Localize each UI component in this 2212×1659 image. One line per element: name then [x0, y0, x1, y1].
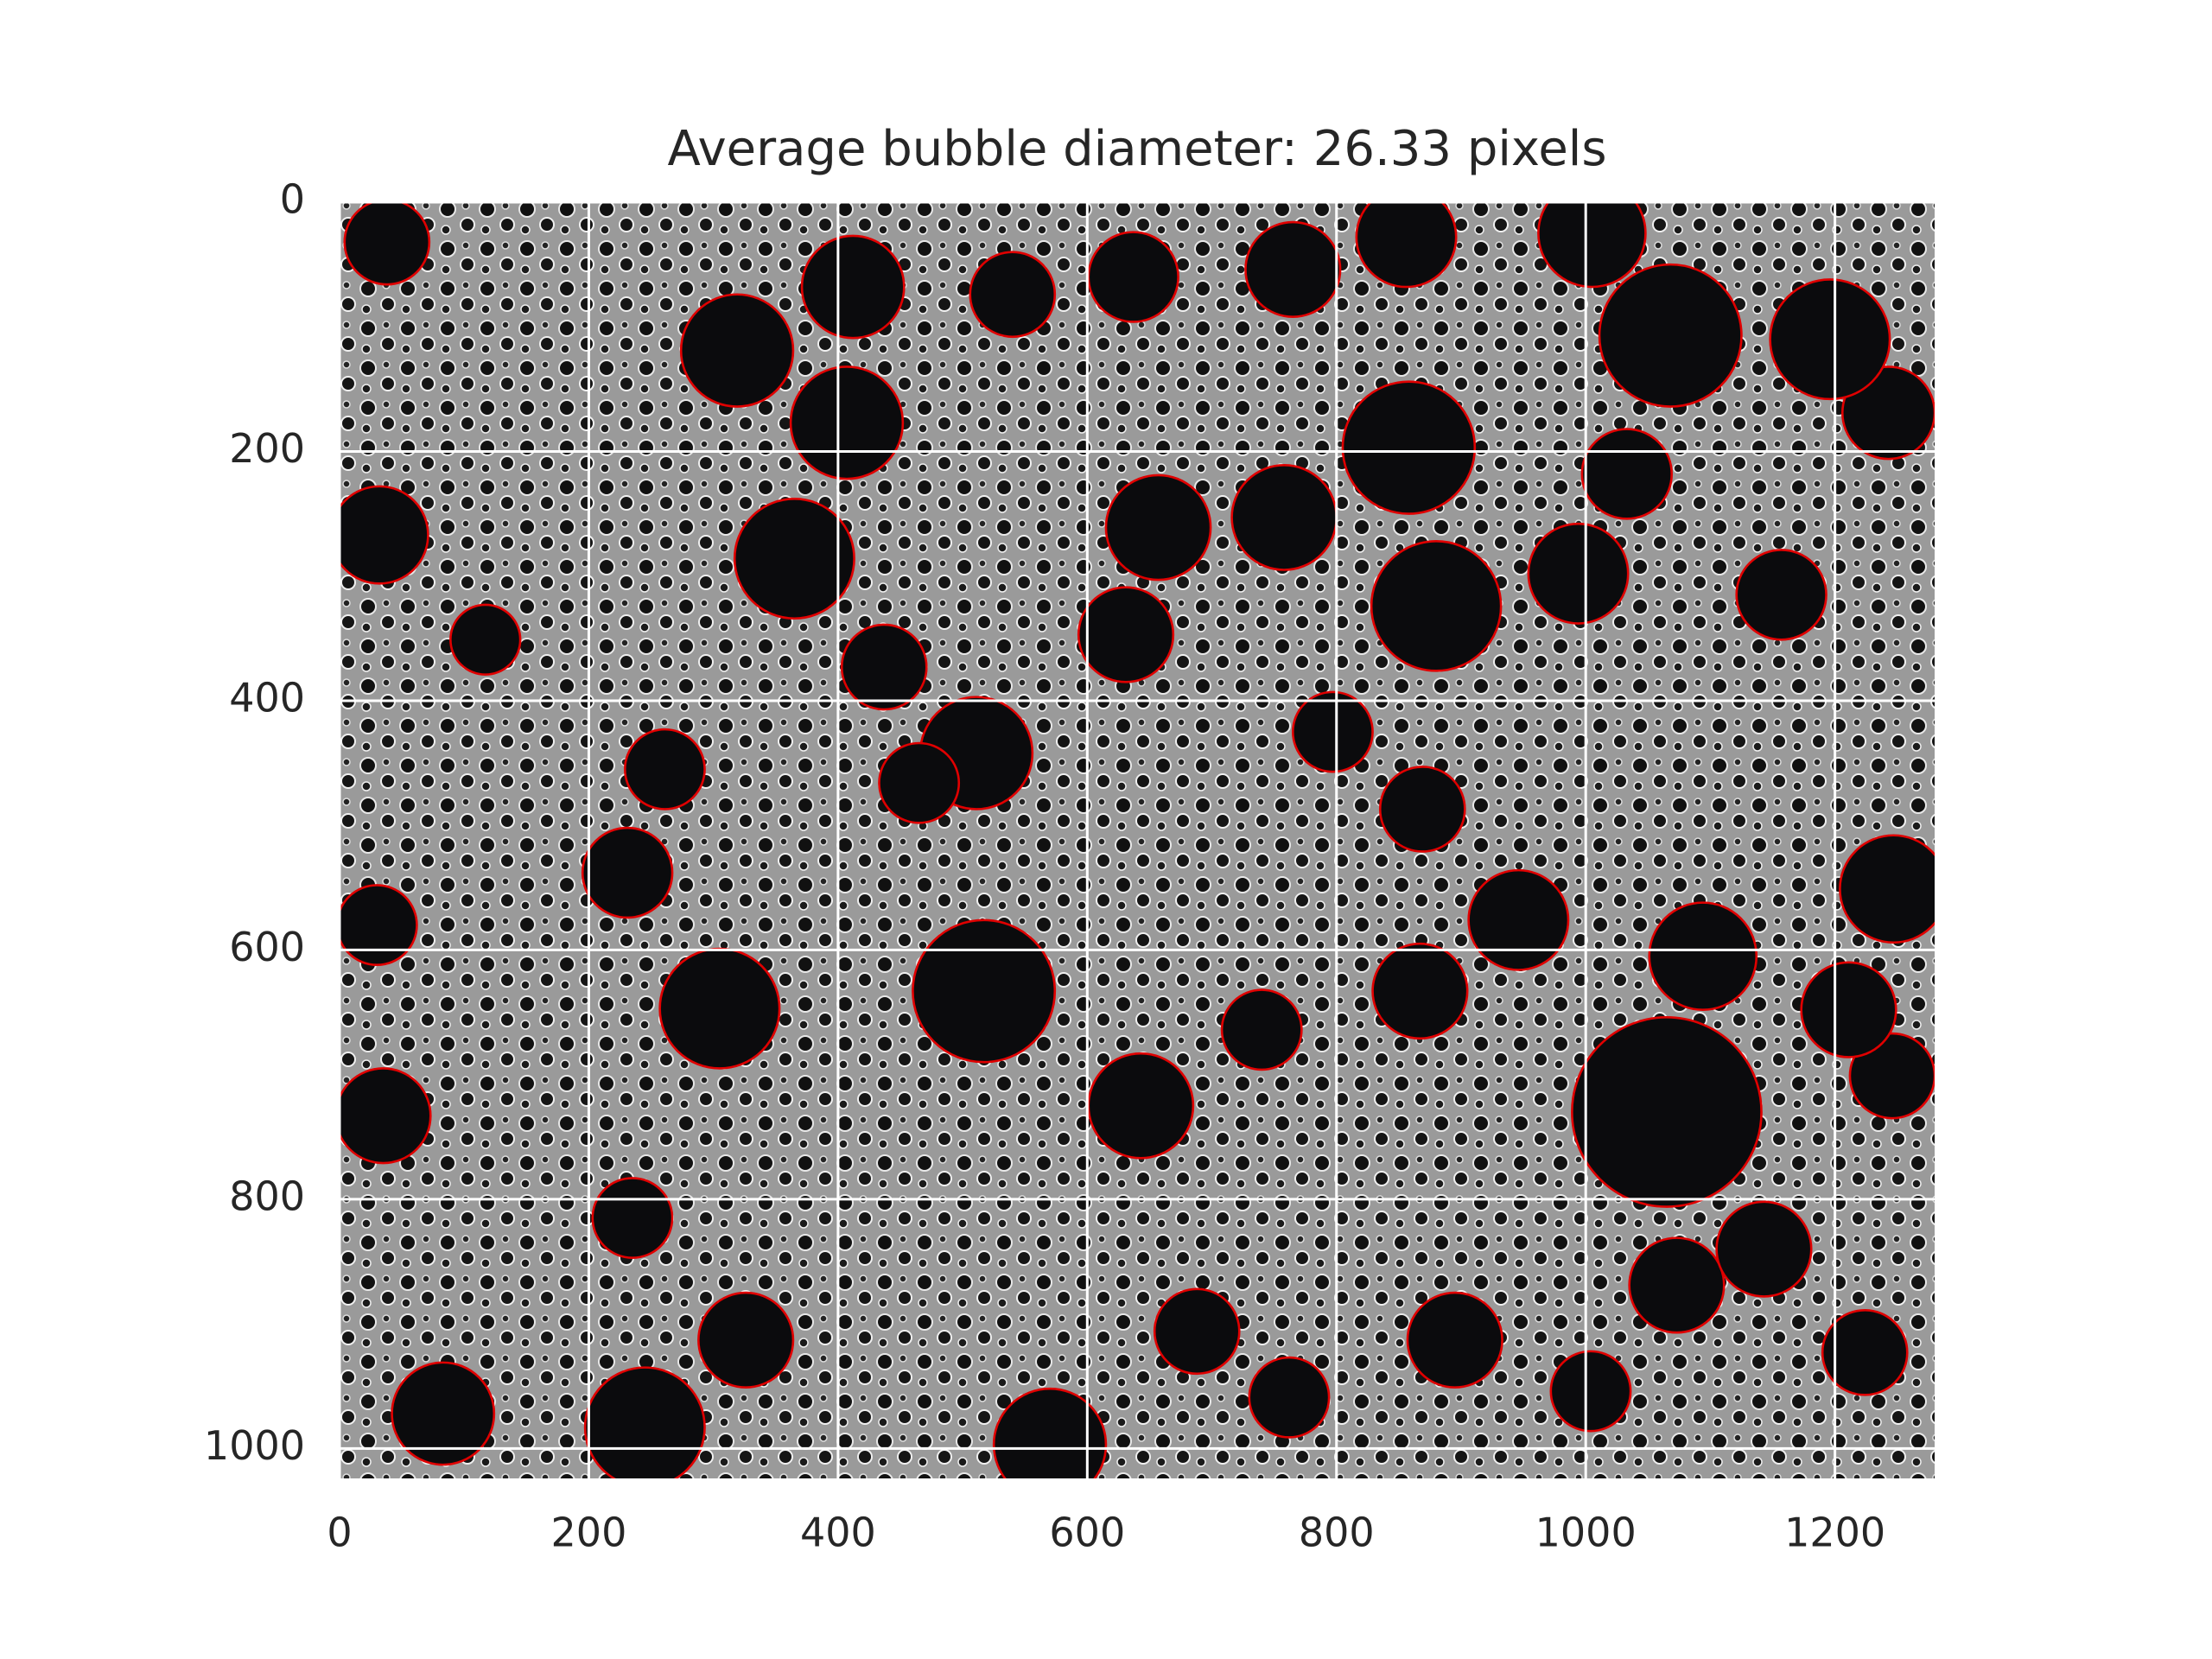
- bubble-circle: [583, 1366, 706, 1478]
- bubble-circle: [878, 741, 961, 824]
- bubble-circle: [1220, 988, 1303, 1071]
- bubble-circle: [1821, 1308, 1909, 1396]
- bubble-circle: [969, 251, 1057, 339]
- y-tick-label: 200: [229, 425, 305, 472]
- bubble-circle: [1848, 1032, 1935, 1120]
- bubble-circle: [992, 1387, 1108, 1478]
- bubble-circle: [449, 603, 522, 676]
- x-tick-label: 1200: [1784, 1510, 1885, 1556]
- x-tick-label: 400: [800, 1510, 876, 1556]
- bubble-circle: [1104, 474, 1212, 582]
- bubble-circle: [343, 202, 431, 286]
- bubble-circle: [1537, 202, 1647, 289]
- bubble-circle: [1467, 868, 1570, 971]
- bubble-circle: [1370, 540, 1503, 672]
- bubble-circle: [1153, 1287, 1241, 1376]
- y-tick-label: 600: [229, 924, 305, 970]
- y-tick-label: 0: [280, 176, 305, 223]
- plot-area: [340, 202, 1935, 1478]
- bubble-circle: [591, 1177, 674, 1259]
- bubble-circle: [1077, 586, 1175, 683]
- bubble-circle: [679, 293, 795, 408]
- bubble-circle: [840, 623, 928, 711]
- bubble-circle: [1248, 1356, 1331, 1439]
- bubble-circle: [733, 497, 855, 620]
- bubble-circle: [623, 728, 706, 810]
- x-tick-label: 0: [327, 1510, 352, 1556]
- bubble-circle: [581, 826, 674, 919]
- bubble-circle: [1230, 464, 1338, 571]
- bubble-circle: [391, 1361, 496, 1466]
- x-tick-label: 600: [1049, 1510, 1125, 1556]
- bubble-circle: [1840, 365, 1935, 461]
- bubble-circle: [1549, 1350, 1632, 1433]
- bubble-circle: [1378, 766, 1466, 853]
- bubble-circle: [340, 884, 418, 967]
- chart-title: Average bubble diameter: 26.33 pixels: [667, 121, 1606, 177]
- bubble-circle: [1406, 1291, 1503, 1389]
- bubble-circle: [1341, 380, 1477, 515]
- bubble-circle: [1800, 961, 1897, 1058]
- bubble-circle: [1628, 1236, 1726, 1334]
- bubble-circle: [1244, 220, 1342, 318]
- bubble-circle: [1580, 428, 1673, 520]
- bubble-circle: [658, 947, 781, 1070]
- bubble-circle: [1571, 1016, 1763, 1208]
- bubble-circle: [1839, 834, 1935, 944]
- bubble-circle: [789, 365, 905, 480]
- y-tick-label: 1000: [204, 1422, 305, 1469]
- bubble-circle: [340, 1067, 432, 1165]
- bubble-circle: [1355, 202, 1458, 289]
- bubble-circle: [1087, 231, 1179, 323]
- bubble-circle: [1648, 901, 1758, 1011]
- bubble-circle: [1291, 690, 1374, 773]
- x-tick-label: 200: [551, 1510, 627, 1556]
- bubble-circle: [340, 485, 429, 585]
- bubble-circle: [1735, 549, 1827, 641]
- x-tick-label: 1000: [1535, 1510, 1637, 1556]
- y-tick-label: 800: [229, 1173, 305, 1219]
- bubble-circle: [1087, 1052, 1195, 1160]
- bubble-circle: [1715, 1200, 1813, 1298]
- bubble-circle: [1769, 278, 1891, 401]
- y-tick-label: 400: [229, 674, 305, 721]
- x-tick-label: 800: [1299, 1510, 1375, 1556]
- bubble-circle: [800, 234, 906, 340]
- bubble-circle: [1598, 263, 1743, 408]
- bubble-circle: [912, 918, 1057, 1064]
- bubble-circle: [1527, 522, 1630, 625]
- bubble-circle: [1371, 942, 1469, 1040]
- bubble-circle: [697, 1291, 795, 1389]
